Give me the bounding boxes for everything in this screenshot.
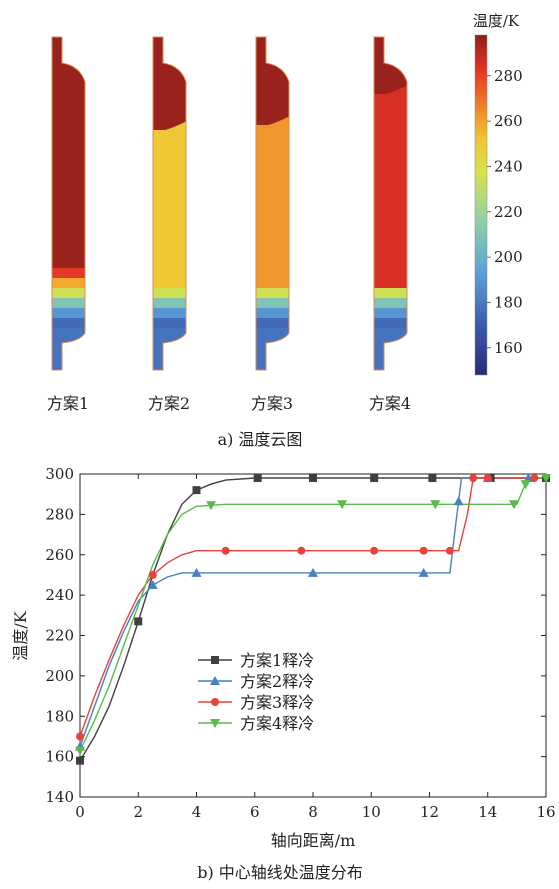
colorbar-tick-label: 240 <box>494 157 523 175</box>
colorbar-tick-label: 160 <box>494 339 523 357</box>
tank-labels: 方案1 方案2 方案3 方案4 <box>47 394 411 413</box>
series-3-point <box>370 546 379 555</box>
series-3-point <box>469 474 478 483</box>
tank-label: 方案2 <box>148 394 190 413</box>
fluid-upper-zone <box>52 37 85 265</box>
x-axis-label: 轴向距离/m <box>271 831 356 850</box>
colorbar-tick-label: 180 <box>494 293 523 311</box>
series-1-point <box>76 756 84 765</box>
colorbar-tick-label: 260 <box>494 112 523 130</box>
y-tick-label: 180 <box>45 707 74 725</box>
y-tick-label: 200 <box>45 667 74 685</box>
legend-marker <box>210 676 220 685</box>
y-tick-label: 160 <box>45 748 74 766</box>
legend-marker <box>211 656 219 664</box>
series-1-point <box>253 474 262 483</box>
x-tick-label: 4 <box>192 803 202 821</box>
tank-label: 方案3 <box>251 394 293 413</box>
plot-area <box>79 473 547 798</box>
colorbar-title: 温度/K <box>473 12 520 30</box>
series-2-point <box>453 496 464 506</box>
tank-outline <box>152 36 187 371</box>
series-1-point <box>309 474 317 483</box>
legend-label: 方案3释冷 <box>240 693 314 712</box>
x-tick-label: 6 <box>250 803 260 821</box>
series-4-point <box>541 474 551 484</box>
tank-case-2 <box>152 36 187 371</box>
series-3-point <box>148 570 157 579</box>
series-3-point <box>530 474 539 483</box>
series-line-4 <box>79 477 546 751</box>
series-3-point <box>419 546 428 555</box>
y-tick-label: 220 <box>45 627 74 645</box>
fluid-upper-zone <box>256 37 289 125</box>
tank-contours <box>51 36 408 371</box>
series-1-point <box>370 474 379 483</box>
line-chart: 0 2 4 6 8 10 12 14 16 140 160 180 200 220 240 260 280 300… <box>11 465 556 882</box>
series-4-point <box>508 500 519 510</box>
series-4-point <box>430 500 441 510</box>
series-2-point <box>147 580 158 590</box>
series-1-point <box>428 474 437 483</box>
series-2-point <box>308 567 318 577</box>
series-4-point <box>337 500 348 510</box>
y-tick-label: 280 <box>45 505 74 523</box>
colorbar-tick-label: 280 <box>494 67 523 85</box>
x-tick-label: 2 <box>133 803 143 821</box>
series-4-point <box>206 501 217 511</box>
chart-axes: 0 2 4 6 8 10 12 14 16 140 160 180 200 220 240 260 280 300 <box>45 465 555 821</box>
series-4-point <box>520 480 531 490</box>
tank-case-4 <box>373 36 408 371</box>
series-2-point <box>418 567 429 577</box>
legend-label: 方案1释冷 <box>240 651 314 670</box>
x-tick-label: 14 <box>478 803 497 821</box>
tank-outline <box>255 36 290 371</box>
colorbar-tick-label: 220 <box>494 203 523 221</box>
series-1-point <box>134 617 143 626</box>
caption-a: a) 温度云图 <box>218 430 303 449</box>
tank-outline <box>51 36 86 371</box>
series-4-point <box>75 746 85 756</box>
y-tick-label: 300 <box>45 465 74 483</box>
series-3-point <box>76 732 84 741</box>
y-tick-label: 260 <box>45 546 74 564</box>
y-tick-label: 240 <box>45 586 74 604</box>
x-tick-label: 8 <box>308 803 318 821</box>
colorbar <box>474 34 488 376</box>
series-3-point <box>483 474 492 483</box>
series-3-point <box>221 546 230 555</box>
tank-label: 方案4 <box>369 394 411 413</box>
series-3-point <box>297 546 306 555</box>
y-axis-label: 温度/K <box>11 610 30 660</box>
contour-panel: 方案1 方案2 方案3 方案4 温度/K 160180200220240260280 … <box>47 12 523 449</box>
x-tick-label: 10 <box>362 803 381 821</box>
colorbar-ticks: 160 180 200 220 240 260 280 <box>487 67 523 357</box>
series-markers <box>75 473 551 765</box>
caption-b: b) 中心轴线处温度分布 <box>197 863 363 882</box>
legend-label: 方案4释冷 <box>240 714 314 733</box>
tank-case-1 <box>51 36 86 371</box>
x-tick-label: 16 <box>536 803 555 821</box>
series-line-1 <box>79 477 546 762</box>
series-1-point <box>192 486 201 495</box>
legend-label: 方案2释冷 <box>240 672 314 691</box>
legend-marker <box>211 698 219 706</box>
colorbar-tick-label: 200 <box>494 248 523 266</box>
series-3-point <box>445 546 454 555</box>
tank-label: 方案1 <box>47 394 89 413</box>
y-tick-label: 140 <box>45 788 74 806</box>
series-2-point <box>191 567 202 577</box>
legend-marker <box>210 719 220 728</box>
fluid-upper-zone <box>153 37 186 130</box>
tank-case-3 <box>255 36 290 371</box>
tank-outline <box>373 36 408 371</box>
x-tick-label: 0 <box>75 803 85 821</box>
x-tick-label: 12 <box>420 803 439 821</box>
series-line-3 <box>79 477 546 737</box>
